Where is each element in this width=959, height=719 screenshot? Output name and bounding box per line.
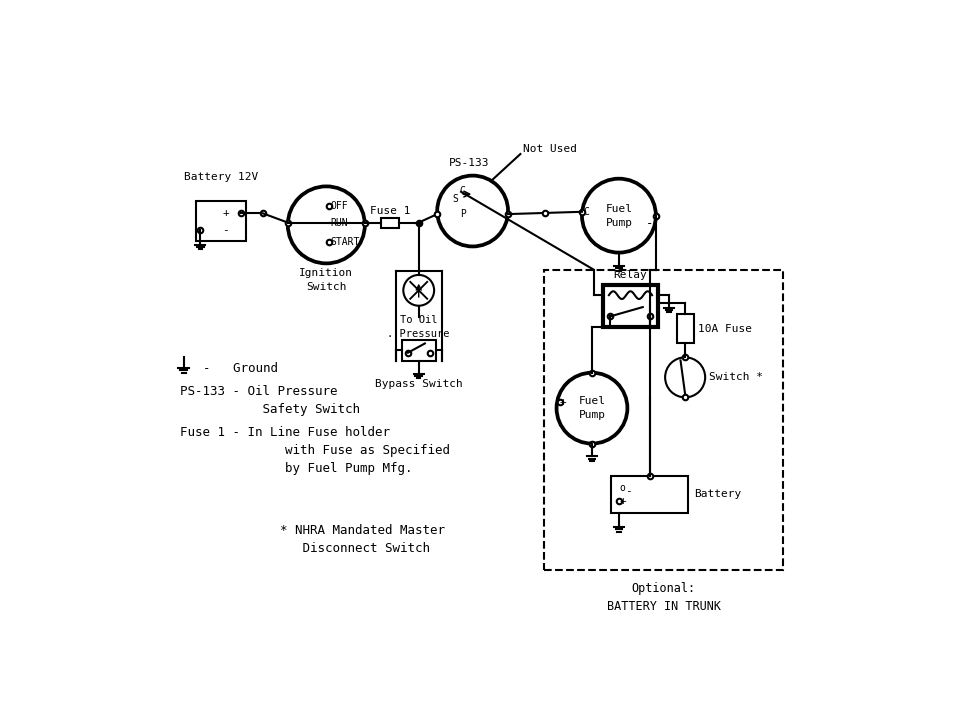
- Text: RUN: RUN: [330, 218, 348, 228]
- Text: Fuel
Pump: Fuel Pump: [605, 203, 632, 228]
- Text: -: -: [646, 217, 653, 230]
- Text: +: +: [620, 495, 626, 505]
- Text: +: +: [222, 209, 229, 219]
- Text: OFF: OFF: [330, 201, 348, 211]
- Text: Optional:
BATTERY IN TRUNK: Optional: BATTERY IN TRUNK: [607, 582, 720, 613]
- Text: 10A Fuse: 10A Fuse: [698, 324, 752, 334]
- Text: o: o: [620, 483, 625, 493]
- Text: Battery 12V: Battery 12V: [184, 172, 258, 182]
- Text: PS-133: PS-133: [449, 158, 489, 168]
- Text: -: -: [624, 486, 632, 496]
- Text: Fuse 1 - In Line Fuse holder
              with Fuse as Specified
              : Fuse 1 - In Line Fuse holder with Fuse a…: [180, 426, 450, 475]
- Text: C: C: [584, 207, 590, 217]
- Text: S: S: [453, 193, 458, 203]
- Text: Fuse 1: Fuse 1: [369, 206, 410, 216]
- Text: C: C: [459, 186, 465, 196]
- Text: -   Ground: - Ground: [203, 362, 278, 375]
- Bar: [402, 339, 435, 361]
- Text: Not Used: Not Used: [523, 145, 576, 155]
- Text: START: START: [330, 237, 360, 247]
- Text: * NHRA Mandated Master
   Disconnect Switch: * NHRA Mandated Master Disconnect Switch: [280, 523, 445, 554]
- Text: Ignition
Switch: Ignition Switch: [299, 268, 353, 293]
- Text: PS-133 - Oil Pressure
           Safety Switch: PS-133 - Oil Pressure Safety Switch: [180, 385, 360, 416]
- Bar: [545, 270, 783, 570]
- Text: Relay: Relay: [614, 270, 647, 280]
- Text: -: -: [222, 225, 229, 235]
- Text: Fuel
Pump: Fuel Pump: [578, 396, 605, 420]
- Bar: [611, 476, 689, 513]
- Bar: [381, 218, 399, 228]
- Text: Battery: Battery: [694, 490, 741, 500]
- Bar: [603, 285, 658, 327]
- Bar: [677, 314, 693, 344]
- Bar: [196, 201, 246, 241]
- Text: Bypass Switch: Bypass Switch: [375, 379, 462, 389]
- Text: Switch *: Switch *: [709, 372, 763, 383]
- Text: To Oil
. Pressure: To Oil . Pressure: [387, 316, 450, 339]
- Text: +: +: [559, 397, 566, 407]
- Text: P: P: [460, 209, 466, 219]
